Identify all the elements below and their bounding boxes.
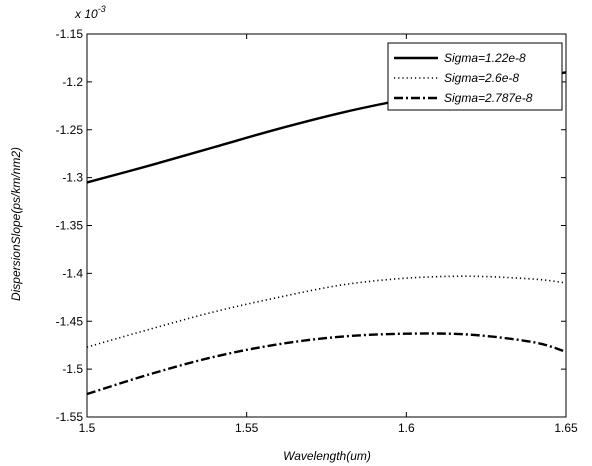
x-axis-label: Wavelength(um) bbox=[283, 449, 371, 463]
legend-label-series-2: Sigma=2.6e-8 bbox=[444, 71, 519, 85]
legend-label-series-3: Sigma=2.787e-8 bbox=[444, 91, 533, 105]
y-axis-label: DispersionSlope(ps/km/nm2) bbox=[9, 147, 23, 301]
y-tick-label: -1.5 bbox=[62, 362, 83, 376]
y-tick-label: -1.55 bbox=[56, 410, 84, 424]
y-axis-ticks: -1.15 -1.2 -1.25 -1.3 -1.35 -1.4 -1.45 -1.5 -1.5… bbox=[56, 27, 566, 424]
plot-area bbox=[86, 33, 567, 418]
y-tick-label: -1.45 bbox=[56, 314, 84, 328]
x-tick-label: 1.5 bbox=[79, 421, 96, 435]
legend: Sigma=1.22e-8 Sigma=2.6e-8 Sigma=2.787e-… bbox=[387, 42, 563, 111]
y-tick-label: -1.15 bbox=[56, 27, 84, 41]
y-tick-label: -1.35 bbox=[56, 219, 84, 233]
x-axis-ticks: 1.5 1.55 1.6 1.65 bbox=[79, 34, 578, 435]
series-line-3 bbox=[86, 332, 567, 396]
x-tick-label: 1.55 bbox=[235, 421, 259, 435]
y-multiplier: x 10-3 bbox=[74, 4, 106, 21]
x-tick-label: 1.65 bbox=[554, 421, 578, 435]
y-tick-label: -1.3 bbox=[62, 171, 83, 185]
y-tick-label: -1.2 bbox=[62, 75, 83, 89]
y-tick-label: -1.4 bbox=[62, 266, 83, 280]
y-tick-label: -1.25 bbox=[56, 123, 84, 137]
legend-label-series-1: Sigma=1.22e-8 bbox=[444, 51, 526, 65]
series-lines bbox=[86, 71, 567, 396]
x-tick-label: 1.6 bbox=[398, 421, 415, 435]
